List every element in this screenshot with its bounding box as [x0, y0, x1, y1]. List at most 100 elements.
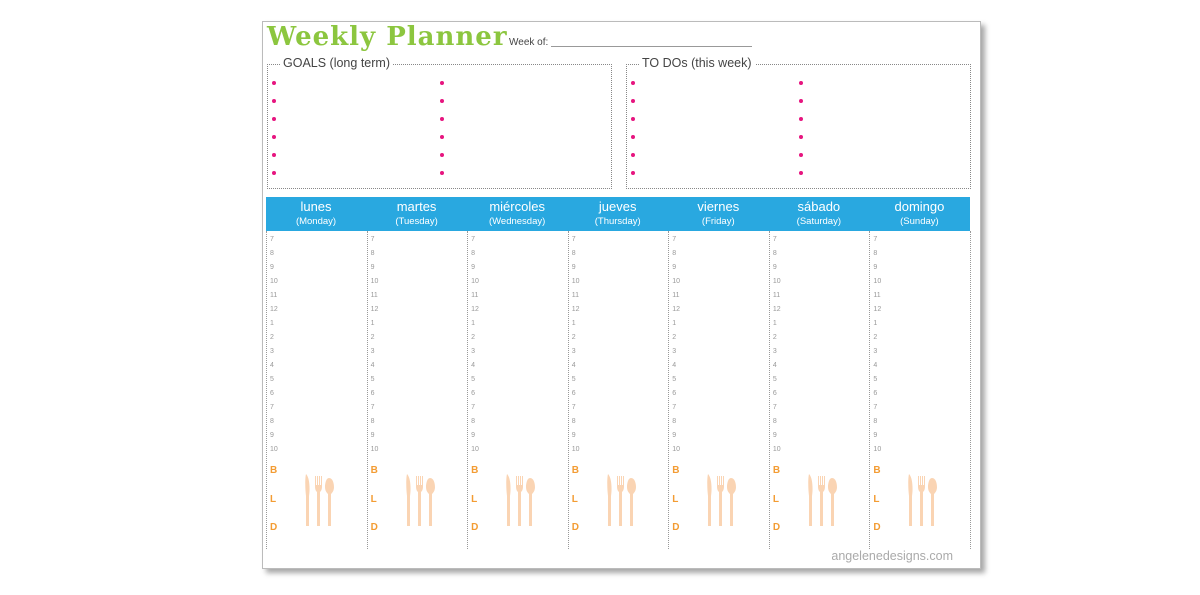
bullet: [440, 99, 444, 103]
hour-label: 6: [270, 390, 274, 397]
day-name: jueves: [598, 199, 637, 214]
fork: [918, 476, 926, 526]
bullet: [440, 135, 444, 139]
spoon: [928, 478, 938, 526]
hour-label: 10: [873, 278, 882, 285]
hour-label: 6: [471, 390, 476, 397]
footer: angelenedesigns.com: [831, 549, 953, 563]
bullet: [631, 135, 635, 139]
hour-label: 9: [270, 432, 274, 439]
bullet: [799, 81, 803, 85]
meal-label: L: [471, 493, 478, 505]
bullet: [440, 117, 444, 121]
hour-label: 10: [672, 446, 681, 453]
hour-label: 4: [471, 362, 476, 369]
day-column-end: [970, 231, 971, 549]
hour-label: 5: [471, 376, 476, 383]
bullet: [799, 117, 803, 121]
goals-title: GOALS (long term): [280, 56, 393, 70]
hour-label: 7: [571, 404, 576, 411]
bullet: [631, 99, 635, 103]
day-english: (Monday): [295, 216, 337, 227]
hour-label: 4: [571, 362, 576, 369]
meal-label: B: [672, 465, 680, 476]
hour-label: 12: [370, 306, 379, 313]
hour-label: 1: [571, 320, 576, 327]
todos-box: TO DOs (this week): [626, 56, 971, 189]
hour-label: 2: [873, 334, 878, 341]
hour-label: 3: [471, 348, 476, 355]
hour-label: 3: [873, 348, 878, 355]
week-of-label: Week of:: [509, 37, 549, 48]
hour-label: 10: [873, 446, 882, 453]
fork: [516, 476, 524, 526]
hour-label: 4: [873, 362, 878, 369]
hour-label: 4: [370, 362, 375, 369]
hour-label: 8: [873, 250, 878, 257]
day-name: sábado: [797, 199, 841, 214]
hour-label: 10: [270, 278, 278, 285]
bullet: [799, 171, 803, 175]
hour-label: 2: [270, 334, 274, 341]
day-english: (Sunday): [900, 216, 939, 227]
week-of-line: [551, 46, 752, 47]
hour-label: 2: [772, 334, 777, 341]
meal-label: L: [873, 493, 880, 505]
hour-label: 6: [370, 390, 375, 397]
hour-label: 5: [370, 376, 375, 383]
cutlery-icon: [806, 472, 838, 528]
hour-label: 1: [370, 320, 375, 327]
hour-label: 1: [471, 320, 476, 327]
meal-label: D: [270, 522, 278, 533]
meal-label: B: [270, 465, 278, 476]
day-name: miércoles: [489, 199, 545, 214]
day-english: (Tuesday): [395, 216, 438, 227]
meal-label: L: [370, 493, 377, 505]
hour-label: 10: [471, 446, 479, 453]
knife: [808, 474, 813, 526]
spoon: [425, 478, 435, 526]
cutlery: [808, 474, 837, 526]
hour-label: 3: [370, 348, 375, 355]
day-name: martes: [396, 199, 437, 214]
bullet: [799, 135, 803, 139]
hour-label: 7: [873, 404, 878, 411]
knife: [305, 474, 310, 526]
day-column: [668, 231, 770, 549]
hour-label: 10: [672, 278, 681, 285]
hour-label: 6: [571, 390, 576, 397]
hour-label: 9: [772, 432, 777, 439]
goals-box: GOALS (long term): [267, 56, 612, 189]
cutlery-icon: [404, 472, 436, 528]
day-column: [567, 231, 670, 549]
hour-label: 8: [571, 418, 576, 425]
meal-label: D: [772, 522, 781, 533]
hour-label: 7: [672, 404, 677, 411]
meal-label: L: [672, 493, 679, 505]
bullet: [440, 153, 444, 157]
hour-label: 8: [772, 250, 777, 257]
day-english: (Friday): [701, 216, 735, 227]
hour-label: 7: [471, 236, 476, 243]
hour-label: 10: [471, 278, 479, 285]
meal-label: B: [370, 465, 378, 476]
fork: [415, 476, 423, 526]
hour-label: 6: [672, 390, 677, 397]
day-column: [768, 231, 871, 549]
hour-label: 10: [772, 446, 781, 453]
hour-label: 5: [873, 376, 878, 383]
hour-label: 7: [772, 236, 777, 243]
meal-label: B: [571, 465, 579, 476]
hour-label: 3: [571, 348, 576, 355]
hour-label: 7: [873, 236, 878, 243]
day-column: [467, 231, 569, 549]
hour-label: 2: [370, 334, 375, 341]
bullet: [272, 99, 276, 103]
bullet: [631, 81, 635, 85]
bullet: [272, 117, 276, 121]
hour-label: 4: [672, 362, 677, 369]
hour-label: 4: [772, 362, 777, 369]
hour-label: 9: [370, 264, 375, 271]
hour-label: 9: [772, 264, 777, 271]
